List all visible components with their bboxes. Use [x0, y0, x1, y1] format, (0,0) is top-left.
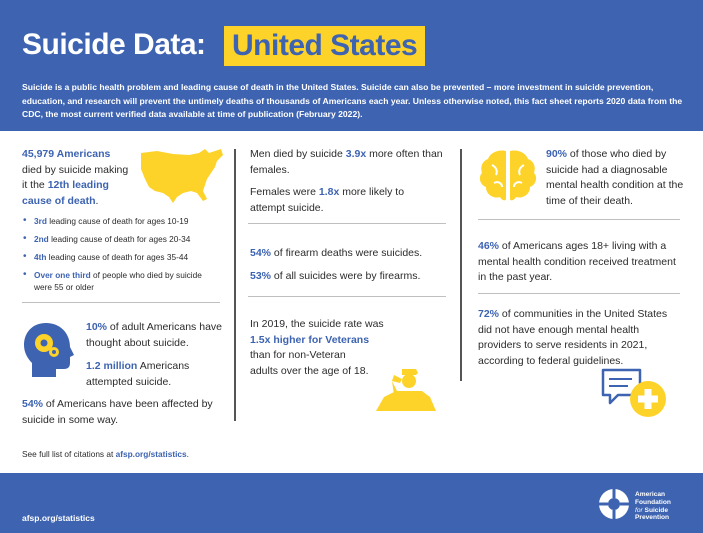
brain-icon [479, 150, 537, 201]
head-gear-icon [24, 323, 74, 377]
footer-banner: afsp.org/statistics American Foundation … [0, 473, 703, 533]
men-stat: Men died by suicide 3.9x more often than… [250, 148, 443, 176]
community-stat: 72% of communities in the United States … [478, 308, 668, 367]
veteran-stat: In 2019, the suicide rate was 1.5x highe… [250, 318, 384, 377]
deaths-text-pre: it the [22, 179, 48, 191]
section-divider [248, 296, 446, 297]
treatment-stat: 46% of Americans ages 18+ living with a … [478, 240, 676, 283]
content-area: 45,979 Americans died by suicide making … [0, 131, 703, 473]
chat-medical-icon [601, 368, 666, 417]
afsp-logo-icon [599, 489, 629, 519]
column-divider-left [234, 149, 236, 421]
section-divider [22, 302, 220, 303]
deaths-stat: 45,979 Americans died by suicide making … [22, 147, 137, 209]
list-item: 4th leading cause of death for ages 35-4… [22, 251, 222, 263]
attempt-stat: 1.2 million Americans attempted suicide. [86, 360, 190, 388]
page-title-highlight: United States [224, 26, 426, 66]
org-name: American Foundation for Suicide Preventi… [635, 491, 671, 522]
women-stat: Females were 1.8x more likely to attempt… [250, 186, 405, 214]
list-item: Over one third of people who died by sui… [22, 269, 222, 293]
citation-note: See full list of citations at afsp.org/s… [22, 449, 189, 459]
deaths-period: . [95, 194, 99, 207]
age-bullet-list: 3rd leading cause of death for ages 10-1… [22, 215, 222, 299]
mental-health-stat: 90% of those who died by suicide had a d… [546, 148, 684, 207]
column-divider-right [460, 149, 462, 381]
list-item: 2nd leading cause of death for ages 20-3… [22, 233, 222, 245]
deaths-rank: 12th leading [47, 179, 109, 191]
header-banner: Suicide Data: United States Suicide is a… [0, 0, 703, 131]
saluting-soldier-icon [376, 369, 436, 411]
thought-stat: 10% of adult Americans have thought abou… [86, 321, 222, 349]
firearm-stat-2: 53% of all suicides were by firearms. [250, 270, 421, 282]
footer-url-link[interactable]: afsp.org/statistics [22, 513, 95, 523]
intro-paragraph: Suicide is a public health problem and l… [22, 82, 683, 120]
affected-stat: 54% of Americans have been affected by s… [22, 398, 213, 426]
list-item: 3rd leading cause of death for ages 10-1… [22, 215, 222, 227]
citation-link[interactable]: afsp.org/statistics [115, 449, 187, 459]
deaths-text: died by suicide making [22, 163, 129, 176]
usa-map-icon [141, 149, 223, 203]
deaths-rank-cont: cause of death [22, 194, 96, 207]
page-title: Suicide Data: [22, 28, 206, 61]
firearm-stat-1: 54% of firearm deaths were suicides. [250, 247, 423, 259]
section-divider [478, 293, 680, 294]
deaths-value: 45,979 Americans [22, 148, 111, 160]
section-divider [248, 223, 446, 224]
section-divider [478, 219, 680, 220]
